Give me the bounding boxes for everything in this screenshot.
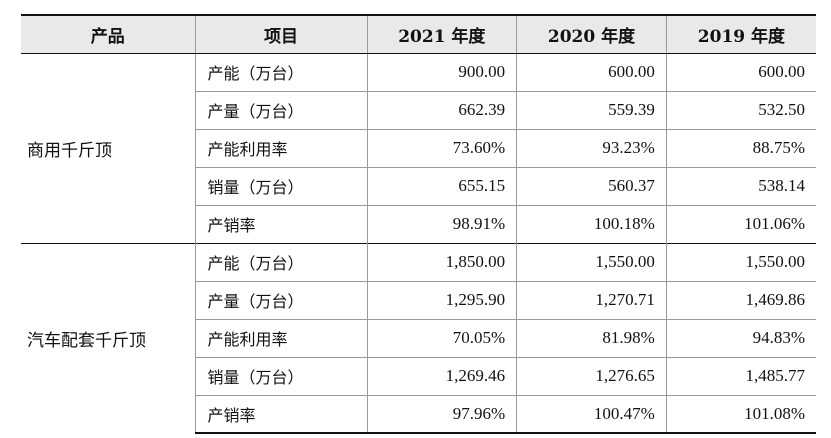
table-row: 产量（万台） 662.39 559.39 532.50 xyxy=(21,90,816,129)
item-cell: 产能（万台） xyxy=(194,52,367,91)
header-year-2020: 2020 年度 xyxy=(516,14,667,54)
value-cell-2019: 1,485.77 xyxy=(665,356,816,395)
table-row: 产销率 97.96% 100.47% 101.08% xyxy=(21,394,816,434)
table-row: 汽车配套千斤顶 产能（万台） 1,850.00 1,550.00 1,550.0… xyxy=(21,242,816,433)
value-cell-2020: 559.39 xyxy=(516,90,667,129)
value-cell-2019: 1,550.00 xyxy=(665,242,816,281)
value-cell-2021: 655.15 xyxy=(366,166,517,205)
value-cell-2019: 600.00 xyxy=(665,52,816,91)
table-row: 产能利用率 70.05% 81.98% 94.83% xyxy=(21,318,816,357)
item-cell: 产能利用率 xyxy=(194,318,367,357)
value-cell-2020: 1,550.00 xyxy=(516,242,667,281)
item-cell: 销量（万台） xyxy=(194,356,367,395)
header-year-2019: 2019 年度 xyxy=(665,14,816,54)
value-cell-2020: 100.47% xyxy=(516,394,667,434)
product-cell-commercial-jack: 商用千斤顶 xyxy=(21,52,195,243)
item-cell: 产销率 xyxy=(194,394,367,434)
value-cell-2021: 900.00 xyxy=(366,52,517,91)
item-cell: 销量（万台） xyxy=(194,166,367,205)
value-cell-2021: 1,850.00 xyxy=(366,242,517,281)
item-cell: 产量（万台） xyxy=(194,90,367,129)
table-row: 产销率 98.91% 100.18% 101.06% xyxy=(21,204,816,243)
value-cell-2021: 1,295.90 xyxy=(366,280,517,319)
value-cell-2019: 101.06% xyxy=(665,204,816,243)
table-row: 产能利用率 73.60% 93.23% 88.75% xyxy=(21,128,816,167)
table-header-row: 产品 项目 2021 年度 2020 年度 2019 年度 xyxy=(21,14,816,54)
value-cell-2021: 70.05% xyxy=(366,318,517,357)
item-cell: 产销率 xyxy=(194,204,367,243)
value-cell-2019: 94.83% xyxy=(665,318,816,357)
product-cell-automotive-jack: 汽车配套千斤顶 xyxy=(21,242,195,433)
value-cell-2020: 1,270.71 xyxy=(516,280,667,319)
header-item: 项目 xyxy=(194,14,367,54)
value-cell-2019: 101.08% xyxy=(665,394,816,434)
value-cell-2021: 98.91% xyxy=(366,204,517,243)
item-cell: 产量（万台） xyxy=(194,280,367,319)
table-row: 商用千斤顶 产能（万台） 900.00 600.00 600.00 xyxy=(21,52,816,243)
value-cell-2020: 560.37 xyxy=(516,166,667,205)
table-row: 产量（万台） 1,295.90 1,270.71 1,469.86 xyxy=(21,280,816,319)
table-row: 销量（万台） 655.15 560.37 538.14 xyxy=(21,166,816,205)
capacity-production-sales-table: 产品 项目 2021 年度 2020 年度 2019 年度 商用千斤顶 产能（万… xyxy=(21,14,816,434)
item-cell: 产能利用率 xyxy=(194,128,367,167)
value-cell-2021: 73.60% xyxy=(366,128,517,167)
value-cell-2019: 538.14 xyxy=(665,166,816,205)
value-cell-2020: 93.23% xyxy=(516,128,667,167)
header-year-2021: 2021 年度 xyxy=(366,14,517,54)
table-row: 销量（万台） 1,269.46 1,276.65 1,485.77 xyxy=(21,356,816,395)
value-cell-2020: 1,276.65 xyxy=(516,356,667,395)
value-cell-2020: 600.00 xyxy=(516,52,667,91)
item-cell: 产能（万台） xyxy=(194,242,367,281)
value-cell-2019: 1,469.86 xyxy=(665,280,816,319)
value-cell-2020: 100.18% xyxy=(516,204,667,243)
value-cell-2021: 1,269.46 xyxy=(366,356,517,395)
value-cell-2019: 88.75% xyxy=(665,128,816,167)
value-cell-2021: 97.96% xyxy=(366,394,517,434)
value-cell-2021: 662.39 xyxy=(366,90,517,129)
header-product: 产品 xyxy=(21,14,195,54)
value-cell-2020: 81.98% xyxy=(516,318,667,357)
value-cell-2019: 532.50 xyxy=(665,90,816,129)
capacity-table-container: 产品 项目 2021 年度 2020 年度 2019 年度 商用千斤顶 产能（万… xyxy=(21,14,816,434)
